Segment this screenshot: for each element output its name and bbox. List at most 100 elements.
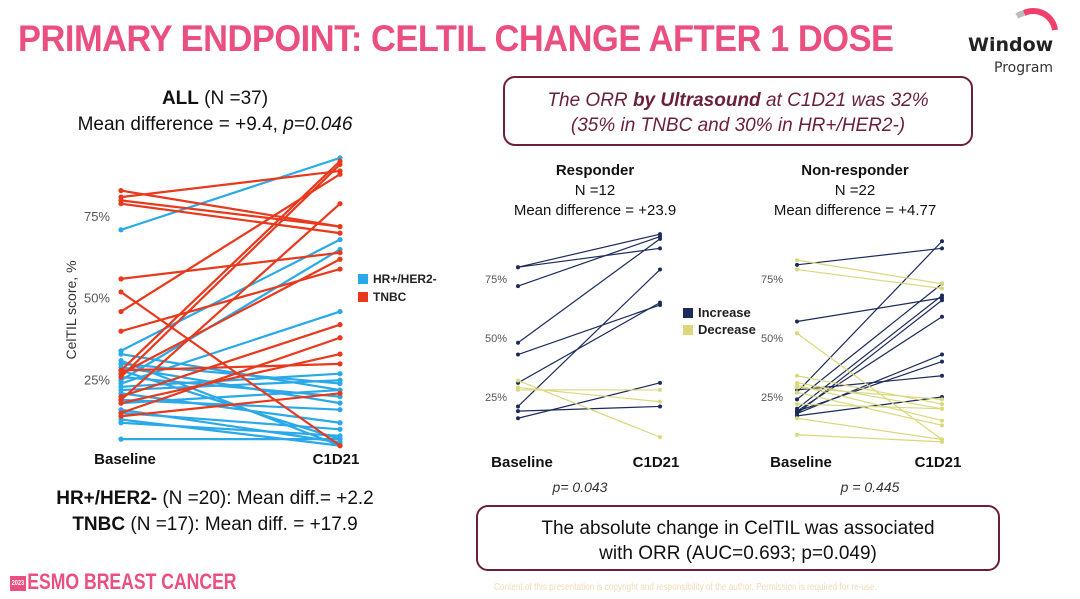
- all-pair-line: [120, 248, 341, 382]
- responder-pair-line: [517, 247, 661, 268]
- non-responder-pair-line: [796, 403, 943, 410]
- non-responder-baseline-point: [795, 385, 799, 390]
- all-pair-line: [120, 353, 341, 405]
- all-baseline-point: [118, 413, 124, 419]
- orr-line-1: The ORR by Ultrasound at C1D21 was 32%: [505, 88, 971, 113]
- nonresponder-p-value: p = 0.445: [840, 479, 900, 495]
- all-category-label: C1D21: [313, 451, 360, 468]
- all-pair-line: [120, 160, 341, 372]
- all-c1d21-point: [337, 436, 343, 442]
- non-responder-c1d21-point: [940, 439, 944, 444]
- responder-n: N =12: [574, 182, 616, 199]
- all-baseline-point: [118, 367, 124, 374]
- responder-mean-diff: Mean difference = +23.9: [513, 202, 677, 219]
- non-responder-pair-line: [796, 297, 943, 323]
- all-c1d21-point: [337, 420, 343, 426]
- all-pair-line: [120, 163, 341, 378]
- all-pair-line: [120, 336, 341, 414]
- responder-c1d21-point: [658, 236, 662, 241]
- all-c1d21-point: [337, 390, 343, 396]
- non-responder-baseline-point: [795, 432, 799, 437]
- all-pair-line: [120, 392, 341, 418]
- non-responder-c1d21-point: [940, 281, 944, 286]
- responder-legend-label: Decrease: [698, 322, 756, 337]
- responder-ytick-label: 75%: [485, 274, 507, 286]
- nonresponder-title: Non-responder: [801, 162, 909, 179]
- responder-baseline-point: [516, 352, 520, 357]
- non-responder-c1d21-point: [940, 293, 944, 298]
- all-baseline-point: [118, 308, 124, 315]
- non-responder-baseline-point: [795, 262, 799, 267]
- footer-brand-text: ESMO BREAST CANCER: [27, 569, 237, 594]
- responder-legend-swatch: [683, 325, 693, 335]
- tnbc-label: TNBC: [72, 514, 126, 535]
- all-baseline-point: [118, 374, 124, 380]
- non-responder-pair-line: [796, 353, 943, 415]
- all-pair-line: [120, 359, 341, 447]
- all-baseline-point: [118, 276, 124, 282]
- non-responder-c1d21-point: [940, 373, 944, 378]
- responder-baseline-point: [516, 416, 520, 421]
- all-mean-diff: Mean difference = +9.4, p=0.046: [40, 114, 390, 136]
- non-responder-baseline-point: [795, 258, 799, 263]
- responder-c1d21-point: [658, 404, 662, 409]
- non-responder-pair-line: [796, 299, 943, 414]
- non-responder-c1d21-point: [940, 359, 944, 364]
- non-responder-baseline-point: [795, 402, 799, 407]
- orr-text-c: at C1D21 was 32%: [760, 90, 929, 111]
- non-responder-c1d21-point: [940, 246, 944, 251]
- non-responder-pair-line: [796, 434, 943, 443]
- all-c1d21-point: [337, 256, 343, 262]
- orr-line-2: (35% in TNBC and 30% in HR+/HER2-): [570, 115, 906, 136]
- responder-baseline-point: [516, 340, 520, 345]
- all-ytick-label: 75%: [84, 209, 110, 224]
- hr-summary: HR+/HER2- (N =20): Mean diff.= +2.2: [20, 488, 410, 510]
- all-c1d21-point: [337, 201, 343, 207]
- all-c1d21-point: [337, 266, 343, 272]
- all-c1d21-point: [337, 371, 343, 377]
- footer-brand: 2023 ESMO BREAST CANCER: [10, 569, 237, 595]
- non-responder-baseline-point: [795, 331, 799, 336]
- non-responder-pair-line: [796, 295, 943, 410]
- all-baseline-point: [118, 400, 124, 406]
- all-c1d21-point: [337, 377, 343, 383]
- responder-c1d21-point: [658, 246, 662, 251]
- nonresponder-mean-diff: Mean difference = +4.77: [773, 202, 937, 219]
- all-baseline-point: [118, 187, 124, 194]
- all-pair-line: [120, 189, 341, 228]
- non-responder-c1d21-point: [940, 397, 944, 402]
- non-responder-baseline-point: [795, 373, 799, 378]
- non-responder-pair-line: [796, 391, 943, 426]
- non-responder-c1d21-point: [940, 423, 944, 428]
- non-responder-pair-line: [796, 386, 943, 400]
- all-category-label: Baseline: [94, 451, 156, 468]
- all-y-axis-label: CelTIL score, %: [63, 260, 79, 359]
- hr-label: HR+/HER2-: [56, 488, 158, 509]
- all-c1d21-point: [337, 426, 343, 432]
- all-pair-line: [120, 202, 341, 235]
- all-c1d21-point: [337, 335, 343, 341]
- all-baseline-point: [118, 227, 124, 233]
- all-pair-line: [120, 362, 341, 372]
- non-responder-baseline-point: [795, 319, 799, 324]
- responder-c1d21-point: [658, 435, 662, 440]
- responder-header: Responder N =12 Mean difference = +23.9: [480, 162, 710, 219]
- non-responder-pair-line: [796, 316, 943, 412]
- all-pair-line: [120, 411, 341, 431]
- responder-pair-line: [517, 382, 661, 419]
- responder-category-label: C1D21: [633, 454, 680, 471]
- slide-title: PRIMARY ENDPOINT: CELTIL CHANGE AFTER 1 …: [18, 18, 894, 59]
- responder-baseline-point: [516, 409, 520, 414]
- all-pair-line: [120, 323, 341, 398]
- responder-baseline-point: [516, 385, 520, 390]
- all-c1d21-point: [337, 361, 343, 367]
- logo-subtitle: Program: [994, 60, 1054, 76]
- responder-c1d21-point: [658, 380, 662, 385]
- all-legend-label: HR+/HER2-: [373, 272, 437, 286]
- tnbc-summary-text: (N =17): Mean diff. = +17.9: [125, 514, 358, 535]
- non-responder-pair-line: [796, 382, 943, 410]
- non-responder-baseline-point: [795, 416, 799, 421]
- responder-pair-line: [517, 269, 661, 407]
- auc-box: The absolute change in CelTIL was associ…: [476, 505, 1000, 571]
- all-pair-line: [120, 199, 341, 228]
